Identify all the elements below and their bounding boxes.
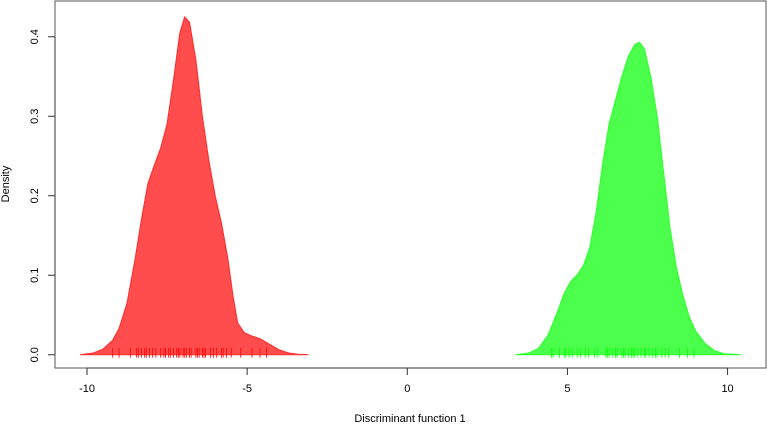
y-tick-label: 0.4: [29, 29, 41, 44]
y-axis-label: Density: [0, 165, 12, 202]
rug-marks: [112, 347, 695, 358]
y-tick-label: 0.3: [29, 109, 41, 124]
x-tick-label: 5: [564, 383, 570, 395]
x-axis-label: Discriminant function 1: [354, 413, 465, 423]
y-tick-label: 0.2: [29, 188, 41, 203]
x-tick-label: -10: [79, 383, 95, 395]
x-tick-label: 0: [404, 383, 410, 395]
density-area-2: [515, 41, 741, 356]
x-axis: -10 -5 0 5 10: [79, 367, 734, 395]
y-tick-label: 0.1: [29, 268, 41, 283]
y-axis: 0.0 0.1 0.2 0.3 0.4: [29, 29, 56, 362]
x-tick-label: 10: [721, 383, 733, 395]
y-tick-label: 0.0: [29, 347, 41, 362]
density-areas: [80, 16, 741, 356]
density-area-1: [80, 16, 309, 356]
x-tick-label: -5: [242, 383, 252, 395]
